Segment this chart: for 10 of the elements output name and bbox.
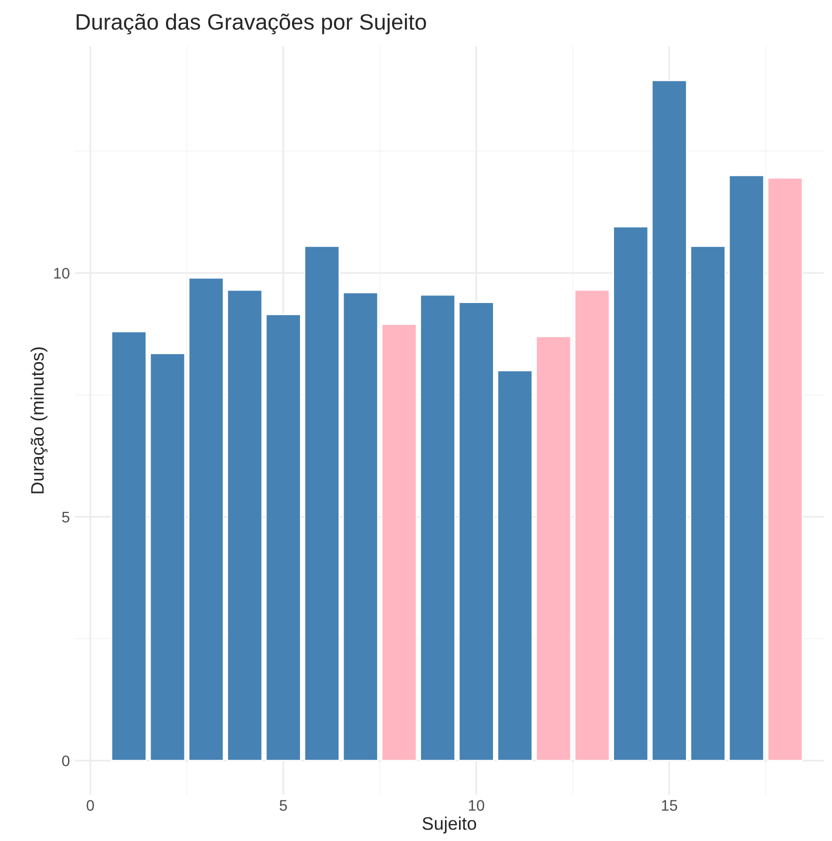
x-axis-title: Sujeito (422, 816, 476, 834)
x-tick-label: 15 (662, 800, 678, 811)
y-tick-label: 5 (62, 512, 70, 522)
x-tick-label: 5 (280, 800, 287, 811)
chart-title: Duração das Gravações por Sujeito (76, 13, 426, 34)
y-axis-title: Duração (minutos) (30, 347, 48, 494)
y-tick-label: 10 (54, 268, 70, 279)
y-tick-label: 0 (62, 755, 70, 766)
x-tick-label: 0 (86, 800, 94, 811)
x-tick-label: 10 (468, 800, 484, 811)
